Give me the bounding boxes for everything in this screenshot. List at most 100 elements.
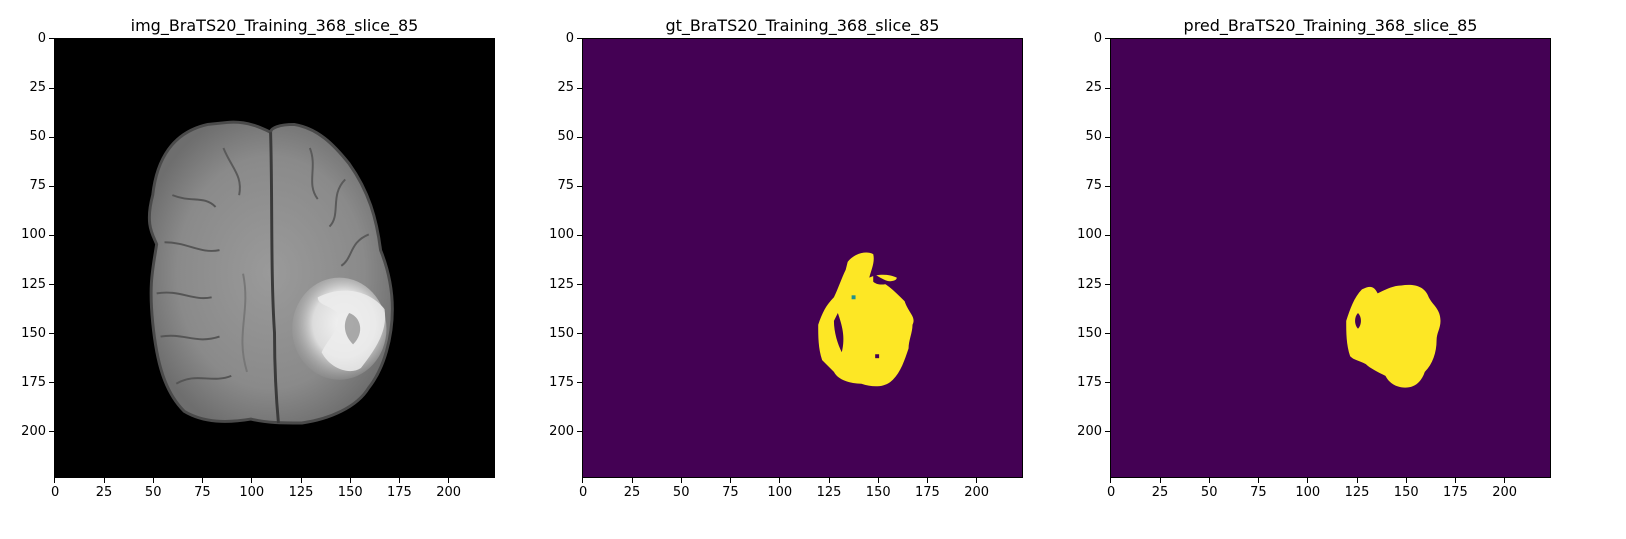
y-tick-label: 200: [1077, 423, 1102, 439]
y-tick-mark: [1105, 382, 1110, 384]
x-tick-label: 175: [1443, 485, 1468, 500]
x-tick-mark: [1455, 478, 1457, 483]
panel-gt: gt_BraTS20_Training_368_slice_85 0 25 50 75…: [528, 0, 1070, 539]
x-tick-label: 125: [816, 485, 842, 500]
y-tick-mark: [49, 87, 54, 89]
x-tick-label: 0: [578, 485, 588, 500]
y-tick-label: 125: [549, 276, 574, 292]
x-tick-mark: [54, 478, 56, 483]
x-tick-mark: [1110, 478, 1112, 483]
x-tick-label: 100: [1295, 485, 1321, 500]
x-tick-mark: [877, 478, 879, 483]
y-tick-mark: [577, 333, 582, 335]
panel-title: img_BraTS20_Training_368_slice_85: [130, 16, 419, 35]
x-tick-label: 200: [964, 485, 990, 500]
x-tick-label: 125: [1344, 485, 1370, 500]
y-tick-label: 175: [21, 374, 46, 390]
x-tick-mark: [399, 478, 401, 483]
y-tick-label: 0: [1093, 30, 1102, 46]
y-tick-label: 25: [1085, 80, 1102, 96]
x-tick-label: 175: [387, 485, 412, 500]
y-tick-label: 50: [29, 129, 46, 145]
y-tick-mark: [577, 185, 582, 187]
y-tick-mark: [1105, 38, 1110, 40]
y-tick-label: 125: [21, 276, 46, 292]
x-tick-mark: [680, 478, 682, 483]
y-tick-label: 150: [21, 325, 46, 341]
x-tick-label: 150: [865, 485, 891, 500]
x-tick-mark: [349, 478, 351, 483]
y-tick-mark: [1105, 185, 1110, 187]
x-tick-label: 0: [1106, 485, 1116, 500]
panel-title: gt_BraTS20_Training_368_slice_85: [665, 16, 940, 35]
x-tick-mark: [582, 478, 584, 483]
gt-axes: [582, 38, 1023, 478]
y-tick-mark: [577, 87, 582, 89]
x-tick-mark: [300, 478, 302, 483]
pred-mask-image: [1346, 284, 1441, 388]
y-tick-mark: [49, 284, 54, 286]
y-tick-mark: [577, 284, 582, 286]
x-tick-mark: [1258, 478, 1260, 483]
y-tick-mark: [49, 38, 54, 40]
x-tick-mark: [1159, 478, 1161, 483]
y-tick-mark: [49, 382, 54, 384]
y-tick-mark: [1105, 333, 1110, 335]
x-tick-mark: [730, 478, 732, 483]
y-tick-label: 0: [37, 30, 46, 46]
y-tick-label: 150: [1077, 325, 1102, 341]
y-tick-mark: [1105, 284, 1110, 286]
panel-title: pred_BraTS20_Training_368_slice_85: [1183, 16, 1478, 35]
x-tick-mark: [1307, 478, 1309, 483]
y-tick-mark: [577, 431, 582, 433]
x-tick-mark: [1356, 478, 1358, 483]
y-tick-mark: [577, 136, 582, 138]
y-tick-mark: [577, 234, 582, 236]
y-tick-label: 150: [549, 325, 574, 341]
x-tick-label: 0: [50, 485, 60, 500]
x-tick-label: 100: [767, 485, 793, 500]
x-tick-label: 75: [194, 485, 211, 500]
y-tick-mark: [49, 431, 54, 433]
x-tick-label: 75: [1250, 485, 1267, 500]
y-tick-label: 75: [557, 178, 574, 194]
y-tick-mark: [49, 136, 54, 138]
x-tick-mark: [152, 478, 154, 483]
y-tick-mark: [1105, 87, 1110, 89]
y-tick-label: 175: [549, 374, 574, 390]
x-tick-mark: [448, 478, 450, 483]
y-tick-mark: [1105, 431, 1110, 433]
gt-mask-image: [818, 252, 914, 387]
x-tick-label: 200: [1492, 485, 1518, 500]
x-tick-label: 50: [672, 485, 690, 500]
y-tick-label: 200: [21, 423, 46, 439]
y-tick-label: 25: [557, 80, 574, 96]
x-tick-label: 200: [436, 485, 462, 500]
x-tick-mark: [251, 478, 253, 483]
x-tick-label: 150: [1393, 485, 1419, 500]
y-tick-label: 50: [557, 129, 574, 145]
y-tick-label: 75: [29, 178, 46, 194]
x-tick-label: 25: [623, 485, 641, 500]
y-tick-mark: [49, 333, 54, 335]
y-tick-label: 175: [1077, 374, 1102, 390]
y-tick-label: 200: [549, 423, 574, 439]
y-tick-label: 75: [1085, 178, 1102, 194]
x-tick-mark: [976, 478, 978, 483]
x-tick-mark: [779, 478, 781, 483]
y-tick-mark: [1105, 136, 1110, 138]
panel-img: img_BraTS20_Training_368_slice_85: [0, 0, 542, 539]
y-tick-label: 100: [21, 227, 46, 243]
y-tick-label: 50: [1085, 129, 1102, 145]
x-tick-mark: [1405, 478, 1407, 483]
x-tick-label: 25: [1151, 485, 1169, 500]
x-tick-label: 50: [1200, 485, 1218, 500]
x-tick-label: 125: [288, 485, 314, 500]
image-axes: [54, 38, 495, 478]
y-tick-label: 100: [1077, 227, 1102, 243]
x-tick-label: 25: [95, 485, 113, 500]
mri-brain-image: [147, 120, 394, 425]
x-tick-label: 75: [722, 485, 739, 500]
y-tick-label: 25: [29, 80, 46, 96]
y-tick-mark: [577, 382, 582, 384]
